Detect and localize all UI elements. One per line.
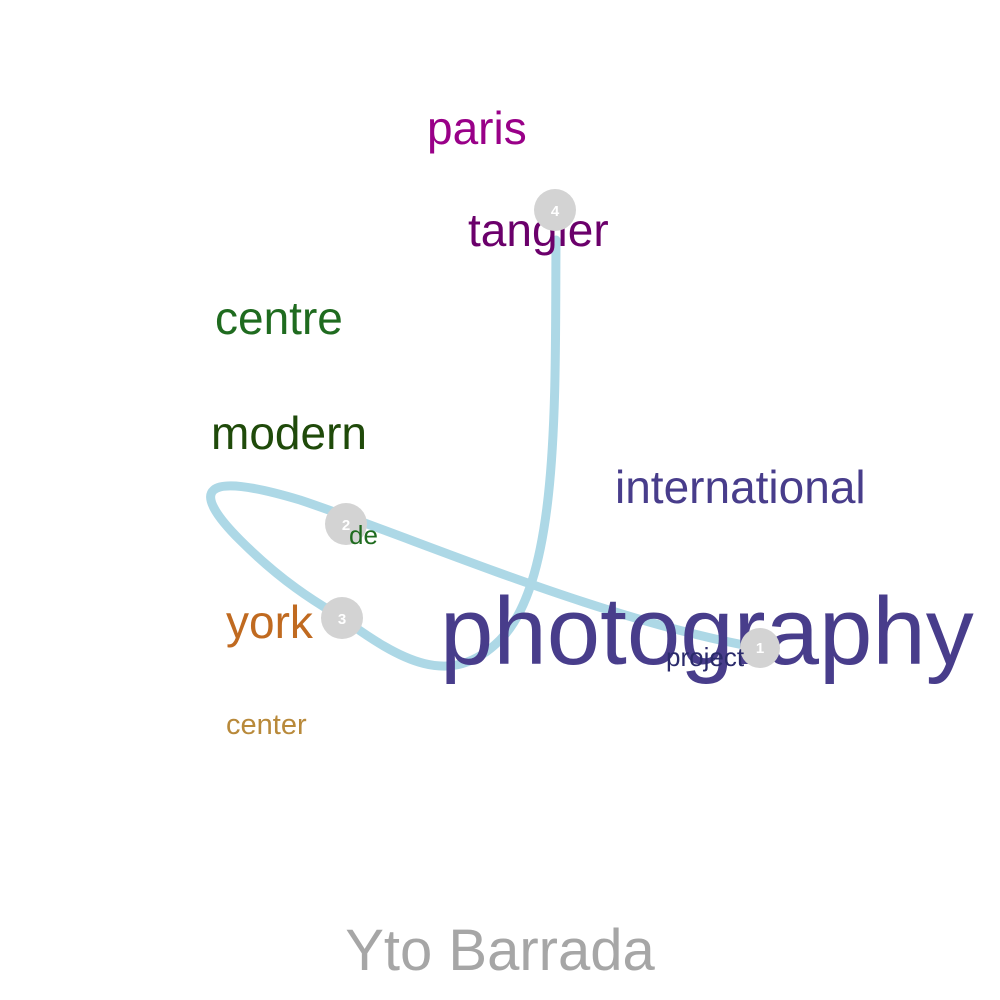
svg-text:4: 4 [551, 203, 560, 220]
word-york: york [226, 596, 314, 648]
word-project: project [666, 642, 745, 672]
word-centre: centre [215, 292, 343, 344]
word-photography: photography [440, 578, 974, 685]
connecting-path [206, 235, 765, 671]
svg-text:1: 1 [756, 640, 764, 657]
path-marker-4: 4 [534, 189, 576, 231]
word-center: center [226, 709, 307, 741]
caption-title: Yto Barrada [345, 918, 655, 983]
word-de: de [349, 520, 378, 550]
path-marker-3: 3 [321, 597, 363, 639]
path-marker-2: 2 [325, 503, 367, 545]
word-paris: paris [427, 102, 527, 154]
svg-text:2: 2 [342, 517, 350, 534]
svg-text:3: 3 [338, 611, 346, 628]
word-modern: modern [211, 407, 367, 459]
path-marker-1: 1 [740, 628, 780, 668]
word-international: international [615, 461, 866, 513]
